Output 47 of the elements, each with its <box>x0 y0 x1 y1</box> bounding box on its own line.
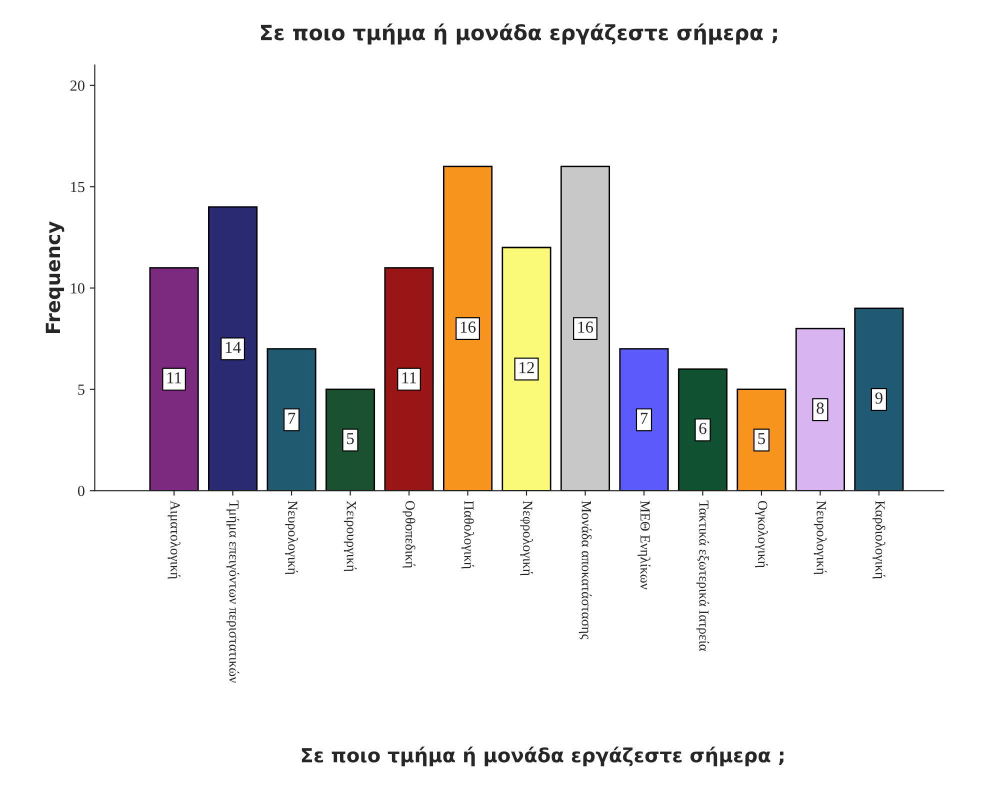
data-label: 16 <box>460 322 476 333</box>
x-tick-label: Χειρουργική <box>344 500 357 572</box>
bar <box>619 348 669 491</box>
data-label: 14 <box>226 342 241 353</box>
data-label: 7 <box>288 412 296 424</box>
data-label: 11 <box>168 372 182 384</box>
y-tick-label: 15 <box>71 182 84 192</box>
data-label: 5 <box>758 433 765 444</box>
bar <box>326 388 376 491</box>
bar <box>442 166 493 491</box>
x-axis-title: Σε ποιο τμήμα ή μονάδα εργάζεστε σήμερα ; <box>302 746 784 766</box>
bar <box>854 308 904 491</box>
data-label: 5 <box>347 433 354 444</box>
bar <box>678 368 728 491</box>
bar <box>560 166 610 491</box>
x-tick-label: Μονάδα αποκατάστασης <box>578 500 592 640</box>
x-tick-label: Τμήμα επειγόντων περιστατικών <box>226 500 240 683</box>
bar <box>208 206 258 491</box>
data-label: 8 <box>816 402 824 414</box>
data-label: 12 <box>520 362 534 374</box>
x-tick-label: Νευρολογική <box>814 500 827 574</box>
bar <box>384 267 434 491</box>
x-tick-label: Καρδιολογική <box>872 500 886 578</box>
y-tick-label: 20 <box>70 80 84 91</box>
bar <box>736 388 786 491</box>
y-axis-title: Frequency <box>46 221 64 334</box>
data-label: 11 <box>402 372 416 384</box>
chart-title: Σε ποιο τμήμα ή μονάδα εργάζεστε σήμερα ; <box>261 23 777 44</box>
bar <box>266 348 316 491</box>
x-tick-label: Ογκολογική <box>755 500 768 568</box>
x-tick-label: Ορθοπεδική <box>402 500 416 568</box>
data-label: 6 <box>699 422 706 434</box>
data-label: 9 <box>875 392 882 404</box>
y-tick-label: 10 <box>71 283 84 294</box>
y-tick-label: 5 <box>78 384 84 395</box>
x-tick-label: Τακτικά εξωτερικά Ιατρεία <box>696 500 710 651</box>
y-tick-label: 0 <box>78 486 84 496</box>
bar <box>795 328 845 491</box>
x-tick-label: Νεφρολογική <box>520 500 533 576</box>
x-tick-label: ΜΕΘ Ενηλίκων <box>638 500 650 590</box>
x-tick-label: Αιματολογική <box>168 500 180 579</box>
bar <box>149 267 199 491</box>
data-label: 7 <box>640 412 648 424</box>
x-tick-label: Νευρολογική <box>285 500 298 574</box>
bar <box>502 246 552 491</box>
data-label: 16 <box>578 322 594 333</box>
x-tick-label: Παθολογική <box>461 500 474 568</box>
